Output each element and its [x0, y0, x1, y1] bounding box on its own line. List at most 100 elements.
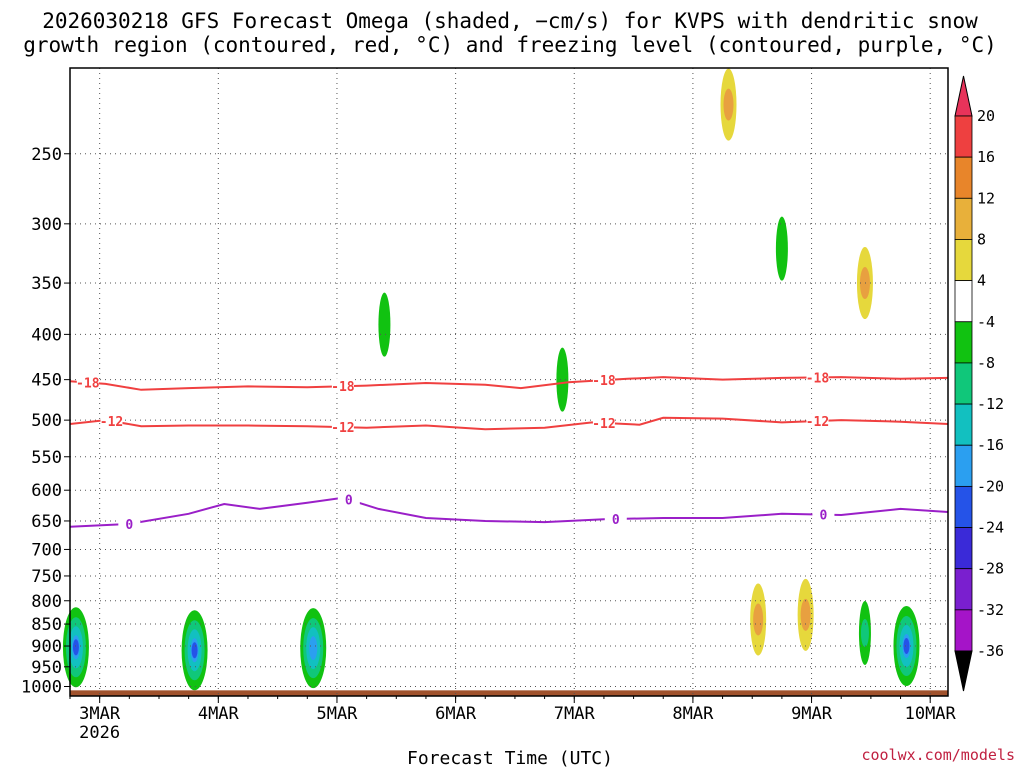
- plot-frame: [69, 67, 949, 697]
- y-tick-label: 700: [31, 540, 62, 560]
- omega-feature: [62, 607, 89, 688]
- contour-label: -18: [592, 374, 616, 389]
- colorbar-label: 12: [977, 189, 995, 207]
- omega-shade-core: [859, 267, 870, 300]
- colorbar-label: 4: [977, 272, 986, 290]
- omega-feature: [556, 347, 569, 412]
- x-tick-label: 5MAR: [316, 704, 358, 724]
- contour-line: [69, 376, 949, 391]
- colorbar-swatch: [954, 239, 973, 282]
- x-tick-label: 6MAR: [435, 704, 477, 724]
- x-tick-label: 10MAR: [905, 704, 957, 724]
- omega-feature: [893, 606, 920, 687]
- colorbar-swatch: [954, 197, 973, 240]
- colorbar-swatch: [954, 568, 973, 611]
- x-tick-label: 3MAR: [79, 704, 121, 724]
- colorbar-top-arrow: [954, 75, 973, 117]
- omega-feature: [797, 578, 814, 651]
- colorbar-bottom-arrow: [954, 650, 973, 692]
- terrain-band: [70, 690, 948, 696]
- colorbar-label: -12: [977, 395, 1004, 413]
- y-tick-label: 600: [31, 481, 62, 501]
- y-tick-label: 800: [31, 592, 62, 612]
- contour-label-bg: [806, 369, 829, 385]
- omega-shade-core: [753, 603, 764, 636]
- contour-label: 0: [820, 509, 828, 524]
- colorbar-swatch: [954, 444, 973, 487]
- y-tick-label: 450: [31, 371, 62, 391]
- chart-title-line1: 2026030218 GFS Forecast Omega (shaded, −…: [42, 9, 978, 33]
- omega-shade-core: [800, 598, 811, 631]
- x-tick-label: 8MAR: [672, 704, 714, 724]
- colorbar-label: 8: [977, 230, 986, 248]
- x-tick-label: 4MAR: [198, 704, 240, 724]
- omega-feature: [181, 610, 208, 691]
- colorbar-label: -8: [977, 354, 995, 372]
- contour-label-bg: [331, 419, 354, 435]
- colorbar-label: -4: [977, 313, 995, 331]
- contour-line: [69, 416, 949, 431]
- contour-label-bg: [806, 413, 829, 429]
- omega-feature: [775, 216, 788, 281]
- x-axis-label: Forecast Time (UTC): [407, 748, 613, 768]
- contour-label: -18: [331, 380, 355, 395]
- contour-label-bg: [812, 506, 835, 522]
- contour-label: -12: [806, 415, 829, 430]
- y-tick-label: 250: [31, 145, 62, 165]
- y-tick-label: 650: [31, 512, 62, 532]
- x-tick-sublabel: 2026: [79, 723, 120, 743]
- omega-feature: [720, 68, 737, 141]
- y-tick-label: 1000: [21, 678, 62, 698]
- contour-label: -18: [76, 377, 100, 392]
- x-tick-label: 9MAR: [791, 704, 833, 724]
- y-tick-label: 350: [31, 274, 62, 294]
- y-tick-label: 550: [31, 448, 62, 468]
- colorbar-swatch: [954, 485, 973, 528]
- colorbar: 20 16 12 8 4 -4 -8 -12 -16 -20 -24 -28 -32 -36: [954, 75, 1004, 692]
- omega-shade-outer: [378, 292, 391, 357]
- colorbar-label: 16: [977, 148, 995, 166]
- contour-label-bg: [118, 515, 141, 531]
- omega-shade-peak: [903, 638, 910, 655]
- contour-label: -12: [100, 415, 123, 430]
- omega-shade-outer: [775, 216, 788, 281]
- colorbar-swatch: [954, 115, 973, 158]
- contour-label-bg: [592, 415, 615, 431]
- contour-label-bg: [76, 374, 99, 390]
- omega-shade-peak: [72, 639, 79, 656]
- contour-label: -12: [592, 417, 615, 432]
- y-tick-label: 500: [31, 411, 62, 431]
- chart-title-line2: growth region (contoured, red, °C) and f…: [23, 33, 997, 57]
- contour-label-bg: [337, 491, 360, 507]
- contour-label-bg: [604, 510, 627, 526]
- colorbar-label: -20: [977, 477, 1004, 495]
- credit-text: coolwx.com/models: [861, 746, 1015, 764]
- omega-shade-core: [723, 88, 734, 121]
- colorbar-swatch: [954, 321, 973, 364]
- contour-label: 0: [612, 513, 620, 528]
- contour-line: [69, 496, 949, 528]
- colorbar-label: -16: [977, 436, 1004, 454]
- colorbar-swatch: [954, 527, 973, 570]
- colorbar-swatch: [954, 280, 973, 323]
- colorbar-swatch: [954, 156, 973, 199]
- omega-shade-peak: [191, 642, 198, 659]
- omega-shade-core: [309, 636, 318, 661]
- y-tick-label: 750: [31, 567, 62, 587]
- colorbar-label: -36: [977, 642, 1004, 660]
- y-tick-label: 950: [31, 658, 62, 678]
- x-tick-label: 7MAR: [554, 704, 596, 724]
- contour-label-bg: [100, 413, 123, 429]
- colorbar-swatch: [954, 362, 973, 405]
- y-tick-label: 300: [31, 215, 62, 235]
- contour-label: -18: [806, 371, 830, 386]
- colorbar-swatch: [954, 403, 973, 446]
- y-axis: 2503003504004505005506006507007508008509…: [21, 145, 70, 698]
- y-tick-label: 850: [31, 615, 62, 635]
- colorbar-label: -24: [977, 519, 1004, 537]
- contour-label: 0: [125, 518, 133, 533]
- contour-label: 0: [345, 494, 353, 509]
- omega-shade-outer: [556, 347, 569, 412]
